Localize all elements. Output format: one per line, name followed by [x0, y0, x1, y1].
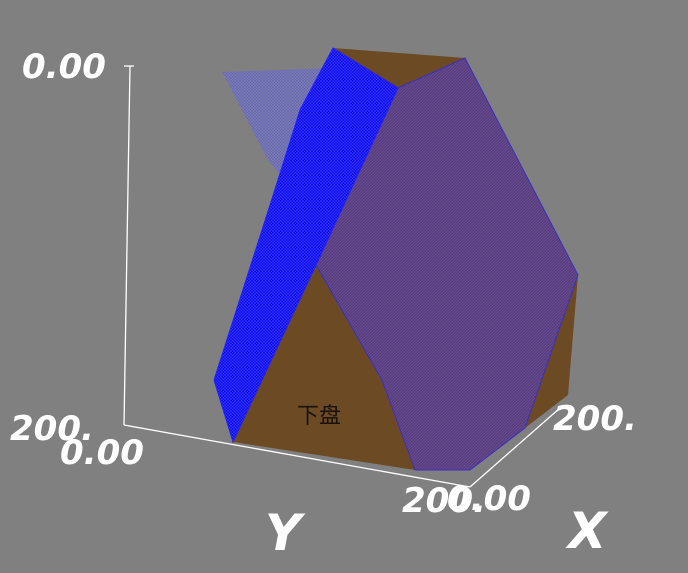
x-axis-end-label: 200.: [553, 399, 637, 439]
z-axis-top-label: 0.00: [22, 47, 106, 87]
y-axis-origin-label: 0.00: [60, 433, 144, 473]
bottom-brown-face: [233, 265, 415, 470]
polyhedron-model[interactable]: 下盘: [213, 47, 579, 471]
z-axis-line: [123, 65, 131, 426]
tick-labels: 0.00 200. 0.00 200. 0.00 200.: [10, 47, 637, 521]
x-axis-title: X: [565, 502, 609, 560]
z-axis-bottom-label: 200.: [10, 409, 94, 449]
left-blue-mesh-face: [213, 47, 399, 444]
top-brown-face: [333, 48, 465, 88]
y-axis-end-label: 200.: [402, 481, 486, 521]
axis-lines: [123, 65, 561, 488]
x-axis-origin-label: 0.00: [447, 479, 531, 519]
bottom-face-label: 下盘: [297, 404, 341, 429]
x-axis-line: [469, 407, 561, 488]
front-purple-face: [315, 57, 579, 471]
axis-titles: Y X: [265, 502, 609, 562]
y-axis-title: Y: [265, 504, 306, 562]
y-axis-line: [123, 424, 471, 488]
